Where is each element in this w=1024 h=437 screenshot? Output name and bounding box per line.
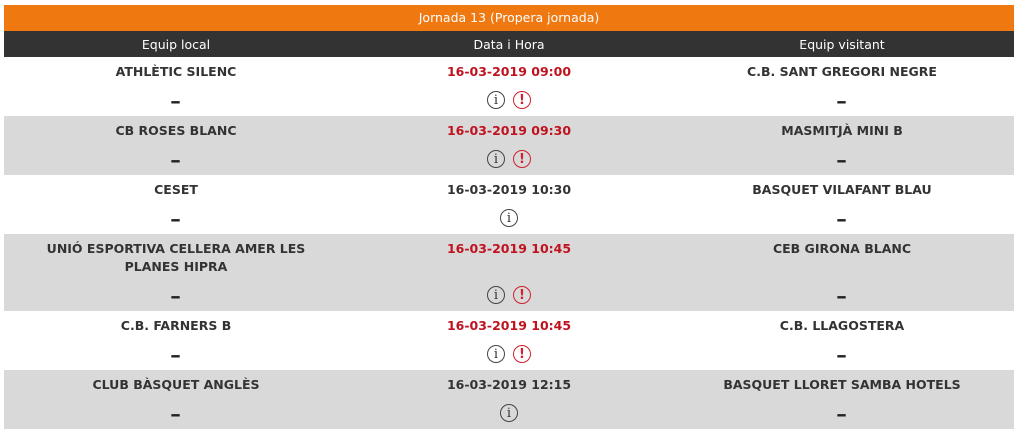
local-team-name[interactable]: UNIÓ ESPORTIVA CELLERA AMER LES PLANES H… [46, 241, 306, 274]
visitor-score: - [836, 151, 848, 171]
exclamation-circle-icon[interactable]: ! [513, 91, 531, 109]
info-circle-icon[interactable]: i [487, 150, 505, 168]
info-circle-icon[interactable]: i [487, 345, 505, 363]
visitor-score: - [836, 210, 848, 230]
header-date: Data i Hora [473, 37, 545, 52]
local-team-name[interactable]: CB ROSES BLANC [115, 123, 237, 138]
visitor-score: - [836, 405, 848, 425]
visitor-team-cell: CEB GIRONA BLANC - [670, 234, 1014, 311]
info-circle-icon[interactable]: i [500, 404, 518, 422]
local-team-name[interactable]: ATHLÈTIC SILENC [115, 64, 237, 79]
local-team-cell: C.B. FARNERS B - [4, 311, 348, 370]
local-team-cell: UNIÓ ESPORTIVA CELLERA AMER LES PLANES H… [4, 234, 348, 311]
local-team-cell: CESET - [4, 175, 348, 234]
local-team-cell: ATHLÈTIC SILENC - [4, 57, 348, 116]
date-cell: 16-03-2019 10:45 i ! [348, 234, 670, 311]
visitor-score: - [836, 346, 848, 366]
local-score: - [170, 346, 182, 366]
match-datetime: 16-03-2019 09:00 [446, 64, 572, 79]
match-row: CB ROSES BLANC - 16-03-2019 09:30 i ! MA… [4, 116, 1014, 175]
header-visitor: Equip visitant [799, 37, 885, 52]
visitor-team-name[interactable]: C.B. LLAGOSTERA [779, 318, 905, 333]
round-title: Jornada 13 (Propera jornada) [4, 5, 1014, 31]
visitor-team-cell: C.B. SANT GREGORI NEGRE - [670, 57, 1014, 116]
match-datetime: 16-03-2019 12:15 [446, 377, 572, 392]
match-datetime: 16-03-2019 10:45 [446, 241, 572, 256]
date-cell: 16-03-2019 09:00 i ! [348, 57, 670, 116]
exclamation-circle-icon[interactable]: ! [513, 286, 531, 304]
date-cell: 16-03-2019 10:45 i ! [348, 311, 670, 370]
local-score: - [170, 92, 182, 112]
match-row: UNIÓ ESPORTIVA CELLERA AMER LES PLANES H… [4, 234, 1014, 311]
visitor-score: - [836, 287, 848, 307]
match-row: ATHLÈTIC SILENC - 16-03-2019 09:00 i ! C… [4, 57, 1014, 116]
matches-table: Jornada 13 (Propera jornada) Equip local… [4, 5, 1014, 429]
header-local: Equip local [141, 37, 211, 52]
visitor-team-name[interactable]: C.B. SANT GREGORI NEGRE [747, 64, 937, 79]
match-row: CLUB BÀSQUET ANGLÈS - 16-03-2019 12:15 i… [4, 370, 1014, 429]
match-datetime: 16-03-2019 10:45 [446, 318, 572, 333]
date-cell: 16-03-2019 09:30 i ! [348, 116, 670, 175]
date-cell: 16-03-2019 10:30 i [348, 175, 670, 234]
visitor-team-cell: C.B. LLAGOSTERA - [670, 311, 1014, 370]
date-cell: 16-03-2019 12:15 i [348, 370, 670, 429]
visitor-team-name[interactable]: CEB GIRONA BLANC [772, 241, 912, 256]
local-team-name[interactable]: C.B. FARNERS B [120, 318, 232, 333]
local-team-cell: CLUB BÀSQUET ANGLÈS - [4, 370, 348, 429]
local-score: - [170, 287, 182, 307]
visitor-team-name[interactable]: MASMITJÀ MINI B [781, 123, 903, 138]
local-score: - [170, 405, 182, 425]
visitor-score: - [836, 92, 848, 112]
exclamation-circle-icon[interactable]: ! [513, 150, 531, 168]
visitor-team-cell: BASQUET VILAFANT BLAU - [670, 175, 1014, 234]
match-datetime: 16-03-2019 10:30 [446, 182, 572, 197]
local-team-name[interactable]: CLUB BÀSQUET ANGLÈS [92, 377, 260, 392]
info-circle-icon[interactable]: i [500, 209, 518, 227]
table-header: Equip local Data i Hora Equip visitant [4, 31, 1014, 57]
local-score: - [170, 151, 182, 171]
info-circle-icon[interactable]: i [487, 286, 505, 304]
local-team-name[interactable]: CESET [154, 182, 198, 197]
exclamation-circle-icon[interactable]: ! [513, 345, 531, 363]
local-team-cell: CB ROSES BLANC - [4, 116, 348, 175]
local-score: - [170, 210, 182, 230]
info-circle-icon[interactable]: i [487, 91, 505, 109]
visitor-team-name[interactable]: BASQUET LLORET SAMBA HOTELS [723, 377, 961, 392]
match-row: CESET - 16-03-2019 10:30 i BASQUET VILAF… [4, 175, 1014, 234]
match-row: C.B. FARNERS B - 16-03-2019 10:45 i ! C.… [4, 311, 1014, 370]
visitor-team-name[interactable]: BASQUET VILAFANT BLAU [752, 182, 932, 197]
match-datetime: 16-03-2019 09:30 [446, 123, 572, 138]
visitor-team-cell: MASMITJÀ MINI B - [670, 116, 1014, 175]
visitor-team-cell: BASQUET LLORET SAMBA HOTELS - [670, 370, 1014, 429]
